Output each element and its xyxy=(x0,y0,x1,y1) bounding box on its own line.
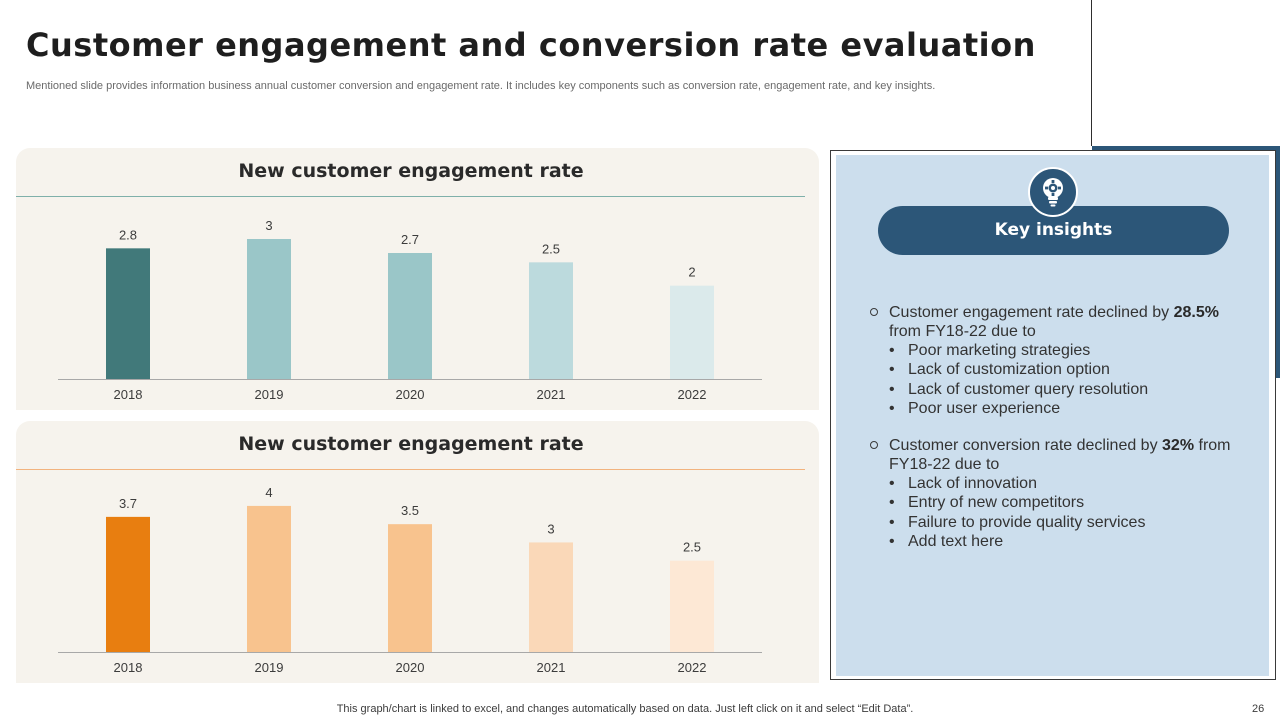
list-item: Lack of customer query resolution xyxy=(889,380,1240,400)
bar-2018[interactable] xyxy=(106,516,150,652)
data-label-2022: 2 xyxy=(688,265,695,280)
bar-2020[interactable] xyxy=(388,524,432,652)
tick-label-2021: 2021 xyxy=(537,660,566,675)
insight-reasons: Lack of innovation Entry of new competit… xyxy=(889,474,1240,551)
list-item: Entry of new competitors xyxy=(889,493,1240,513)
engagement-bar-chart[interactable]: 2.8 2018 3 2019 2.7 2020 2.5 2021 2 2022 xyxy=(16,148,819,410)
key-insights-panel: Key insights Customer engagement rate de… xyxy=(830,150,1276,680)
slide-subtitle: Mentioned slide provides information bus… xyxy=(26,80,936,92)
tick-label-2020: 2020 xyxy=(396,660,425,675)
page-number: 26 xyxy=(1252,703,1265,715)
insight-lead: Customer engagement rate declined by 28.… xyxy=(889,304,1219,340)
insight-group-conversion: Customer conversion rate declined by 32%… xyxy=(870,436,1240,552)
data-label-2020: 3.5 xyxy=(401,503,419,518)
tick-label-2019: 2019 xyxy=(255,660,284,675)
tick-label-2021: 2021 xyxy=(537,387,566,402)
chart-title-rule xyxy=(16,196,805,197)
chart-title-rule xyxy=(16,469,805,470)
conversion-bar-chart[interactable]: 3.7 2018 4 2019 3.5 2020 3 2021 2.5 2022 xyxy=(16,421,819,683)
tick-label-2018: 2018 xyxy=(114,387,143,402)
list-item: Failure to provide quality services xyxy=(889,513,1240,533)
key-insights-background: Key insights Customer engagement rate de… xyxy=(836,155,1269,676)
chart-title: New customer engagement rate xyxy=(238,433,584,455)
circle-bullet-icon xyxy=(870,308,878,316)
tick-label-2022: 2022 xyxy=(678,387,707,402)
tick-label-2020: 2020 xyxy=(396,387,425,402)
insight-group-engagement: Customer engagement rate declined by 28.… xyxy=(870,303,1240,418)
bar-2022[interactable] xyxy=(670,560,714,652)
decorative-vertical-line xyxy=(1091,0,1092,146)
bar-2021[interactable] xyxy=(529,262,573,379)
data-label-2020: 2.7 xyxy=(401,232,419,247)
list-item: Poor marketing strategies xyxy=(889,341,1240,361)
list-item: Lack of innovation xyxy=(889,474,1240,494)
bar-2019[interactable] xyxy=(247,505,291,652)
slide-title: Customer engagement and conversion rate … xyxy=(26,26,1036,64)
circle-bullet-icon xyxy=(870,441,878,450)
insight-list: Customer engagement rate declined by 28.… xyxy=(870,303,1240,569)
engagement-chart-card[interactable]: New customer engagement rate 2.8 2018 3 201… xyxy=(16,148,819,410)
data-label-2019: 3 xyxy=(265,218,272,233)
footer-note: This graph/chart is linked to excel, and… xyxy=(336,703,914,715)
list-item: Lack of customization option xyxy=(889,360,1240,380)
bar-2022[interactable] xyxy=(670,285,714,379)
chart-title: New customer engagement rate xyxy=(238,160,584,182)
data-label-2018: 3.7 xyxy=(119,496,137,511)
data-label-2021: 3 xyxy=(547,521,554,536)
conversion-chart-card[interactable]: New customer engagement rate 3.7 2018 4 201… xyxy=(16,421,819,683)
bar-2021[interactable] xyxy=(529,542,573,652)
bar-2020[interactable] xyxy=(388,253,432,379)
insight-reasons: Poor marketing strategies Lack of custom… xyxy=(889,341,1240,418)
data-label-2022: 2.5 xyxy=(683,540,701,555)
lightbulb-gear-icon xyxy=(1028,167,1078,217)
list-item: Add text here xyxy=(889,532,1240,552)
tick-label-2018: 2018 xyxy=(114,660,143,675)
tick-label-2019: 2019 xyxy=(255,387,284,402)
data-label-2018: 2.8 xyxy=(119,227,137,242)
list-item: Poor user experience xyxy=(889,399,1240,419)
data-label-2019: 4 xyxy=(265,485,272,500)
insight-lead: Customer conversion rate declined by 32%… xyxy=(889,437,1231,474)
bar-2018[interactable] xyxy=(106,248,150,379)
bar-2019[interactable] xyxy=(247,239,291,379)
tick-label-2022: 2022 xyxy=(678,660,707,675)
data-label-2021: 2.5 xyxy=(542,241,560,256)
